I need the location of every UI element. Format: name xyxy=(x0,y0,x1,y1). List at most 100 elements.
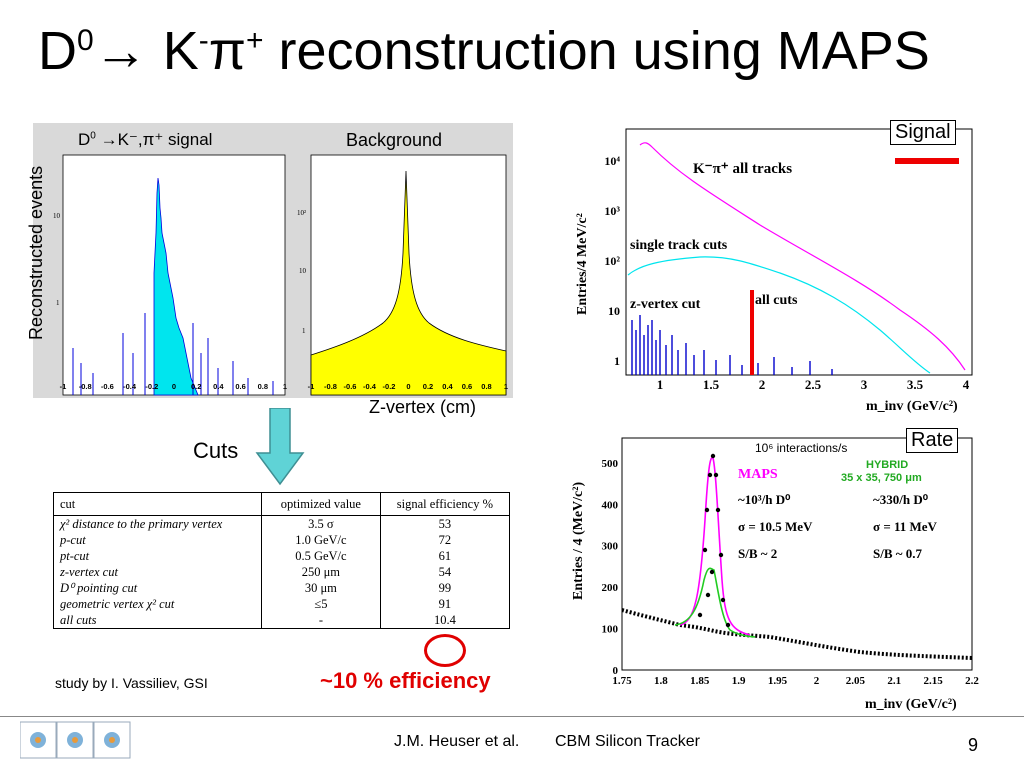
signal-plot-title: D0 →K⁻,π⁺ signal xyxy=(78,130,213,149)
xtick-label: 0.6 xyxy=(462,382,472,391)
ytick-label: 300 xyxy=(602,541,619,553)
xtick-label: -0.6 xyxy=(101,382,114,391)
svg-text:MAPS: MAPS xyxy=(738,467,778,482)
series-single-track-line xyxy=(627,256,931,374)
xtick-label: 2 xyxy=(759,377,766,392)
table-row: p-cut 1.0 GeV/c 72 xyxy=(54,532,509,548)
svg-text:1: 1 xyxy=(56,299,60,307)
xtick-label: -1 xyxy=(308,382,315,391)
efficiency-note: ~10 % efficiency xyxy=(320,668,491,693)
footer-author: J.M. Heuser et al. xyxy=(394,733,520,750)
zvertex-ylabel: Reconstructed events xyxy=(26,165,46,340)
xtick-label: -0.8 xyxy=(79,382,92,391)
xtick-label: -0.4 xyxy=(363,382,377,391)
xtick-label: 2 xyxy=(814,675,820,687)
xtick-label: 1.9 xyxy=(732,675,746,687)
header-signal-efficiency: signal efficiency % xyxy=(380,493,509,516)
svg-text:σ = 11 MeV: σ = 11 MeV xyxy=(873,519,938,534)
signal-color-bar xyxy=(895,158,959,164)
xtick-label: 2.15 xyxy=(923,675,943,687)
signal-chart-yticks: 1 10 10² 10³ 10⁴ xyxy=(604,154,620,368)
cbm-logo-icon xyxy=(20,721,131,759)
xtick-label: 1 xyxy=(283,382,287,391)
xtick-label: 2.05 xyxy=(846,675,866,687)
xtick-label: 1 xyxy=(504,382,508,391)
down-arrow-icon xyxy=(255,408,305,486)
series-all-cuts-peak xyxy=(750,290,754,375)
xtick-label: 1.85 xyxy=(690,675,710,687)
xtick-label: -0.6 xyxy=(344,382,357,391)
rate-hybrid-peak xyxy=(674,567,756,638)
cuts-table: cut optimized value signal efficiency % … xyxy=(54,493,509,628)
maps-info: MAPS ~10³/h D⁰ σ = 10.5 MeV S/B ~ 2 xyxy=(738,467,813,561)
label-single-track: single track cuts xyxy=(630,238,728,253)
xtick-label: 0.8 xyxy=(481,382,491,391)
zvertex-panel: 10 1 -1 -0.8 -0.6 -0.4 -0.2 0 0.2 0.4 0.6 0.8 1 10… xyxy=(33,123,513,398)
signal-chart-frame xyxy=(625,128,973,376)
zvertex-xlabel: Z-vertex (cm) xyxy=(369,397,476,417)
signal-xticks: -1 -0.8 -0.6 -0.4 -0.2 0 0.2 0.4 0.6 0.8 1 xyxy=(60,382,287,391)
rate-chart-xlabel: m_inv (GeV/c²) xyxy=(865,697,957,712)
xtick-label: 0.6 xyxy=(235,382,245,391)
label-all-cuts: all cuts xyxy=(755,293,798,308)
ytick-label: 10³ xyxy=(604,204,620,218)
ytick-label: 10 xyxy=(608,304,620,318)
xtick-label: 1 xyxy=(657,377,664,392)
xtick-label: 2.2 xyxy=(965,675,979,687)
rate-chart-yticks: 0 100 200 300 400 500 xyxy=(602,458,619,677)
study-credit: study by I. Vassiliev, GSI xyxy=(55,675,208,691)
table-row: χ² distance to the primary vertex 3.5 σ 53 xyxy=(54,515,509,532)
svg-text:~330/h D⁰: ~330/h D⁰ xyxy=(873,492,929,507)
svg-text:HYBRID: HYBRID xyxy=(866,459,908,471)
signal-yticks: 10 1 xyxy=(53,212,61,307)
signal-spikes xyxy=(72,313,274,395)
xtick-label: 1.5 xyxy=(703,377,720,392)
svg-text:35 x 35, 750 μm: 35 x 35, 750 μm xyxy=(841,472,922,484)
svg-text:10: 10 xyxy=(53,212,61,220)
page-number: 9 xyxy=(968,735,979,755)
ytick-label: 500 xyxy=(602,458,619,470)
page-title: D0→ K-π+ reconstruction using MAPS xyxy=(38,21,930,81)
table-row: z-vertex cut 250 μm 54 xyxy=(54,564,509,580)
xtick-label: 0.8 xyxy=(258,382,268,391)
zvertex-histograms: 10 1 -1 -0.8 -0.6 -0.4 -0.2 0 0.2 0.4 0.6 0.8 1 10… xyxy=(53,154,508,396)
label-all-tracks: K⁻π⁺ all tracks xyxy=(693,161,792,177)
background-yticks: 10² 10 1 xyxy=(297,209,307,335)
signal-mass-chart: K⁻π⁺ all tracks single track cuts z-vert… xyxy=(575,128,973,414)
signal-chart-xticks: 1 1.5 2 2.5 3 3.5 4 xyxy=(657,377,970,392)
svg-text:S/B ~ 0.7: S/B ~ 0.7 xyxy=(873,546,923,561)
xtick-label: -0.2 xyxy=(145,382,158,391)
svg-text:10²: 10² xyxy=(297,209,306,217)
cuts-table-wrapper: cut optimized value signal efficiency % … xyxy=(53,492,510,629)
xtick-label: 1.95 xyxy=(768,675,788,687)
xtick-label: -0.8 xyxy=(324,382,337,391)
xtick-label: 0.2 xyxy=(423,382,433,391)
ytick-label: 1 xyxy=(614,354,620,368)
header-optimized-value: optimized value xyxy=(261,493,381,516)
ytick-label: 400 xyxy=(602,499,619,511)
series-all-tracks-line xyxy=(639,142,966,371)
xtick-label: 1.8 xyxy=(654,675,668,687)
xtick-label: 3.5 xyxy=(907,377,924,392)
rate-chart-frame xyxy=(621,437,973,671)
rate-background-points xyxy=(621,608,973,660)
svg-text:~10³/h D⁰: ~10³/h D⁰ xyxy=(738,492,791,507)
ytick-label: 10⁴ xyxy=(604,154,620,168)
xtick-label: 4 xyxy=(963,377,970,392)
series-zvertex-spikes xyxy=(631,315,833,375)
table-row: geometric vertex χ² cut ≤5 91 xyxy=(54,596,509,612)
ytick-label: 0 xyxy=(613,665,619,677)
xtick-label: 0 xyxy=(172,382,176,391)
xtick-label: 3 xyxy=(861,377,868,392)
ytick-label: 200 xyxy=(602,582,619,594)
signal-chart-ylabel: Entries/4 MeV/c² xyxy=(575,213,590,315)
rate-mass-chart: 0 100 200 300 400 500 1.75 1.8 1.85 1.9 1.95 2 2.05… xyxy=(571,437,979,712)
svg-text:σ = 10.5 MeV: σ = 10.5 MeV xyxy=(738,519,813,534)
xtick-label: -0.4 xyxy=(123,382,137,391)
rate-chart-ylabel: Entries / 4 (MeV/c²) xyxy=(571,482,586,600)
xtick-label: 0.4 xyxy=(213,382,224,391)
background-xticks: -1 -0.8 -0.6 -0.4 -0.2 0 0.2 0.4 0.6 0.8 1 xyxy=(308,382,508,391)
rate-chart-xticks: 1.75 1.8 1.85 1.9 1.95 2 2.05 2.1 2.15 2.2 xyxy=(612,675,979,687)
svg-text:1: 1 xyxy=(302,327,306,335)
background-plot-title: Background xyxy=(346,130,443,150)
